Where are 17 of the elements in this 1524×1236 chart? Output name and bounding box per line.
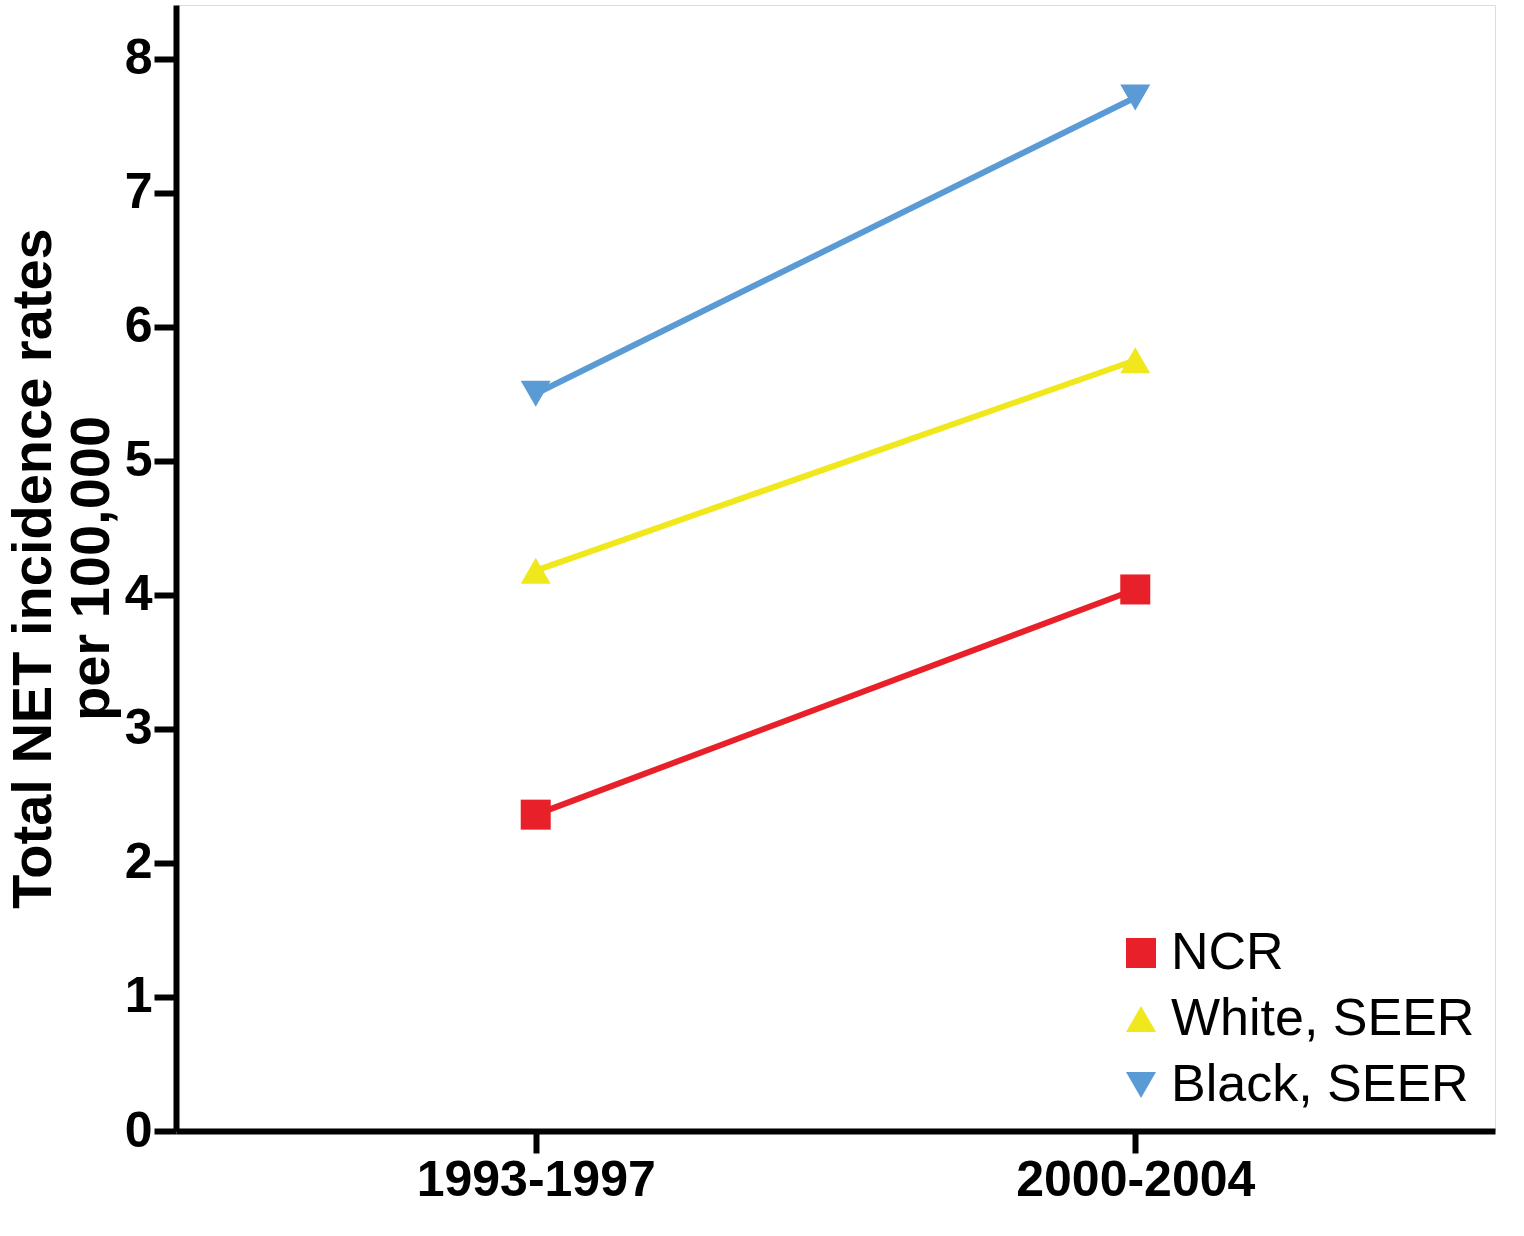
y-tick-label: 5 — [124, 431, 153, 488]
x-tick-label: 1993-1997 — [416, 1150, 656, 1207]
y-tick-label: 1 — [124, 967, 153, 1024]
legend-label: NCR — [1171, 922, 1284, 980]
y-tick-label: 6 — [124, 297, 153, 354]
y-axis-title: Total NET incidence rates per 100,000 — [0, 228, 121, 909]
y-tick-label: 8 — [124, 29, 153, 86]
y-tick-label: 4 — [124, 565, 153, 622]
y-tick-label: 2 — [124, 833, 153, 890]
legend-label: Black, SEER — [1171, 1054, 1469, 1112]
point — [1120, 574, 1151, 605]
legend-label: White, SEER — [1171, 988, 1475, 1046]
y-tick-label: 3 — [124, 699, 153, 756]
x-tick-label: 2000-2004 — [1016, 1150, 1256, 1207]
y-tick-label: 7 — [124, 163, 153, 220]
y-tick-label: 0 — [124, 1101, 153, 1158]
point — [520, 799, 551, 830]
